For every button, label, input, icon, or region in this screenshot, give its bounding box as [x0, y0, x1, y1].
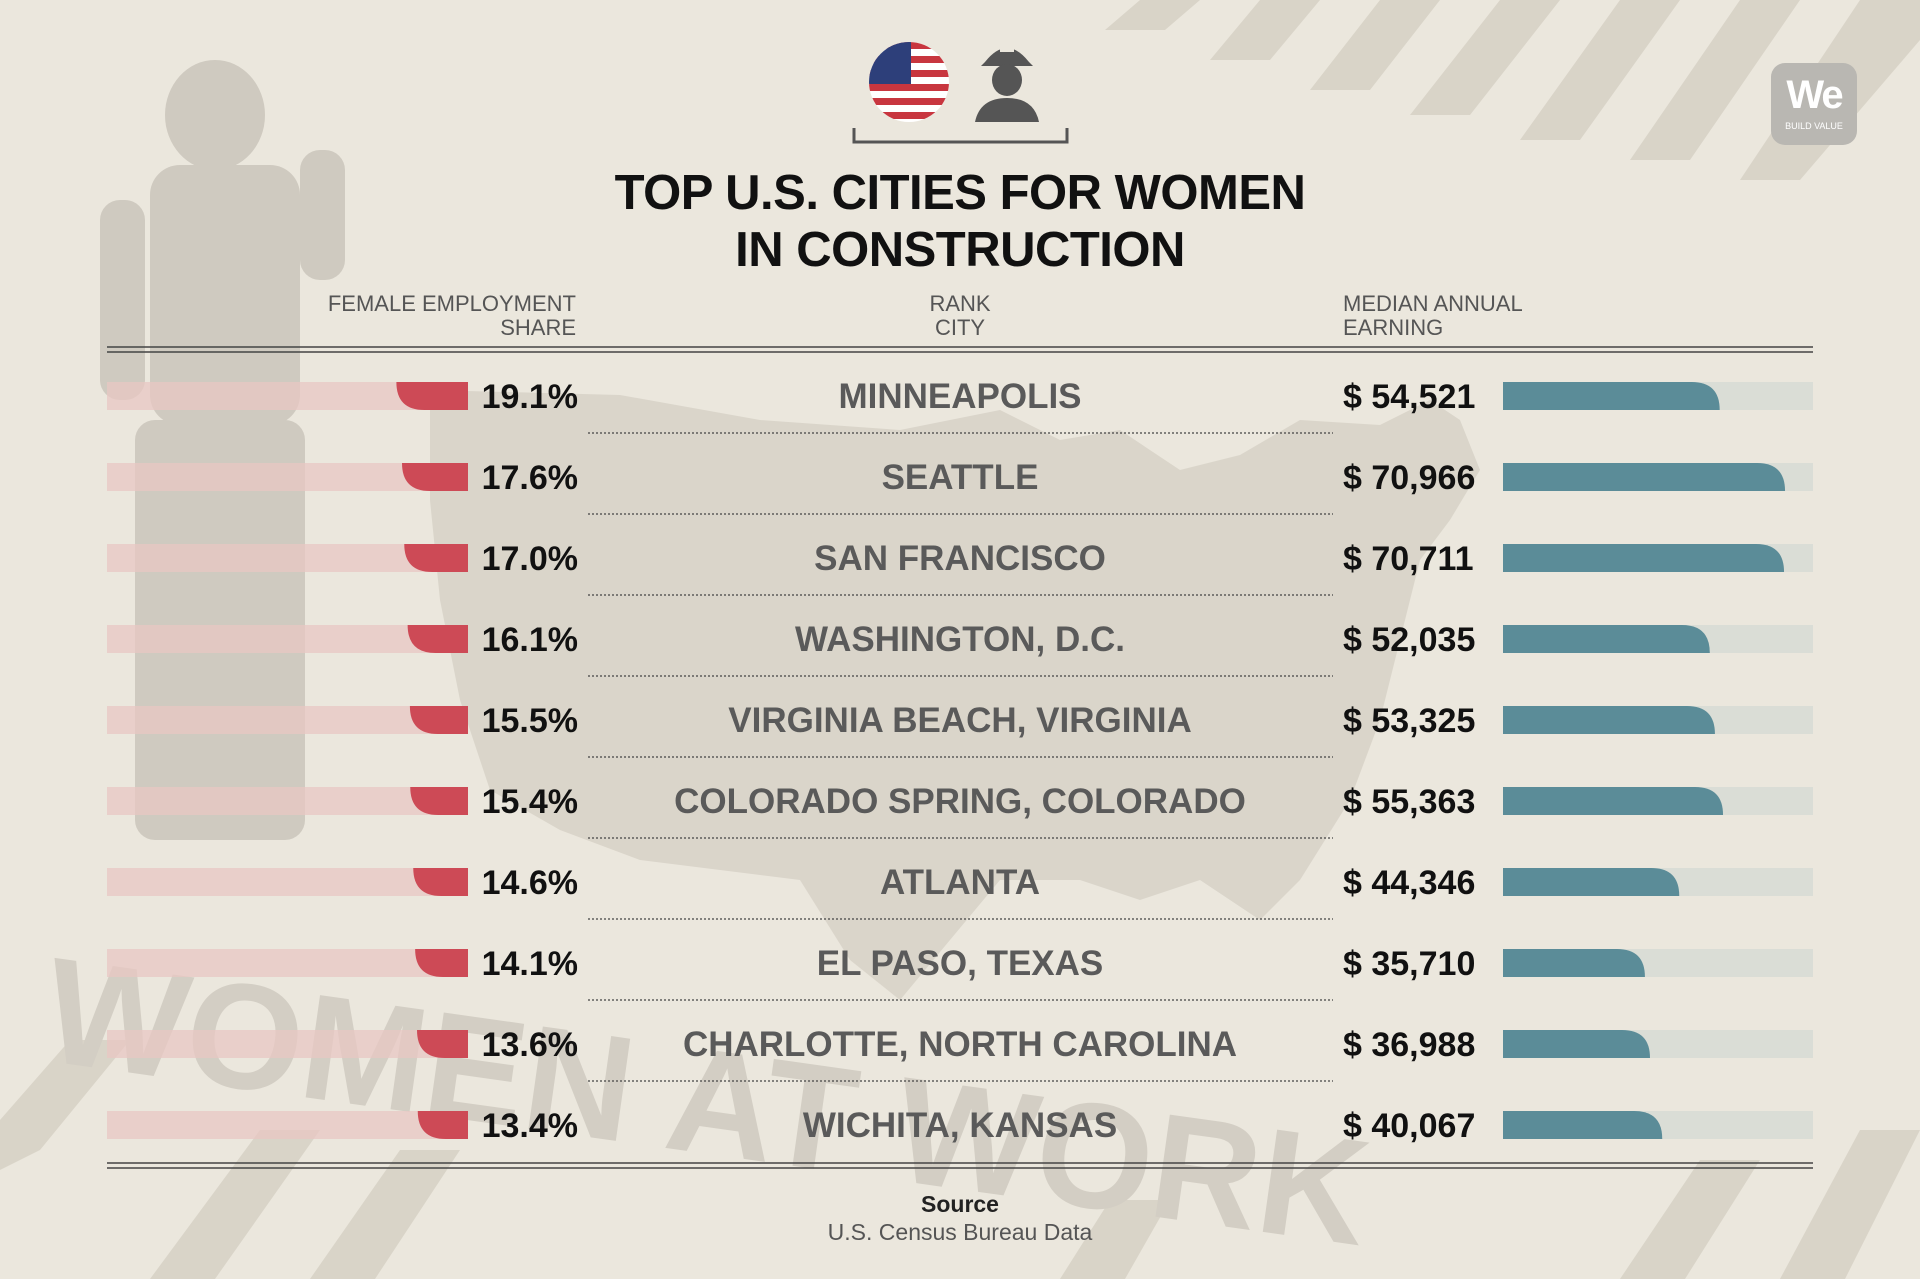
city-label: WASHINGTON, D.C.	[795, 620, 1125, 659]
share-value-label: 17.0%	[482, 540, 578, 578]
earning-value-label: $ 70,966	[1343, 459, 1475, 497]
share-column-header: FEMALE EMPLOYMENT SHARE	[328, 292, 576, 340]
earning-value-label: $ 54,521	[1343, 378, 1475, 416]
city-label: SEATTLE	[882, 458, 1039, 497]
earning-bar	[1503, 787, 1724, 815]
earning-header-line-1: MEDIAN ANNUAL	[1343, 291, 1523, 316]
share-value-label: 17.6%	[482, 459, 578, 497]
earning-value-label: $ 40,067	[1343, 1107, 1475, 1145]
share-bar	[417, 1111, 468, 1139]
source-label: Source	[921, 1191, 999, 1217]
city-label: ATLANTA	[880, 863, 1040, 902]
us-flag-icon	[869, 42, 949, 122]
share-bar	[409, 706, 468, 734]
logo-tagline: BUILD VALUE	[1785, 121, 1843, 131]
share-bar	[407, 625, 468, 653]
logo-mark: We	[1786, 73, 1843, 117]
earning-bar	[1503, 625, 1710, 653]
city-label: WICHITA, KANSAS	[803, 1106, 1117, 1145]
earning-header-line-2: EARNING	[1343, 315, 1444, 340]
city-label: EL PASO, TEXAS	[817, 944, 1104, 983]
earning-value-label: $ 70,711	[1343, 540, 1473, 578]
share-header-line-2: SHARE	[500, 315, 576, 340]
earning-value-label: $ 53,325	[1343, 702, 1475, 740]
share-value-label: 14.6%	[482, 864, 578, 902]
rank-header-line-1: RANK	[929, 291, 991, 316]
city-label: MINNEAPOLIS	[838, 377, 1081, 416]
share-bar-track	[107, 1111, 468, 1139]
page-title: TOP U.S. CITIES FOR WOMEN IN CONSTRUCTIO…	[0, 165, 1920, 279]
city-label: VIRGINIA BEACH, VIRGINIA	[728, 701, 1191, 740]
earning-value-label: $ 55,363	[1343, 783, 1475, 821]
rank-header-line-2: CITY	[934, 315, 986, 340]
title-line-2: IN CONSTRUCTION	[735, 223, 1185, 277]
earning-value-label: $ 36,988	[1343, 1026, 1475, 1064]
share-bar	[404, 544, 468, 572]
earning-bar	[1503, 382, 1720, 410]
share-value-label: 19.1%	[482, 378, 578, 416]
earning-value-label: $ 35,710	[1343, 945, 1475, 983]
header-bracket	[852, 128, 1069, 144]
earning-bar	[1503, 544, 1785, 572]
share-bar	[415, 949, 468, 977]
share-bar-track	[107, 706, 468, 734]
earning-bar	[1503, 868, 1680, 896]
share-header-line-1: FEMALE EMPLOYMENT	[327, 291, 576, 316]
share-bar	[410, 787, 468, 815]
share-bar-track	[107, 625, 468, 653]
share-value-label: 14.1%	[482, 945, 578, 983]
rank-column-header: RANK CITY	[0, 292, 1920, 340]
share-value-label: 15.4%	[482, 783, 578, 821]
share-value-label: 15.5%	[482, 702, 578, 740]
header-icons	[852, 42, 1069, 144]
share-bar	[396, 382, 468, 410]
city-label: CHARLOTTE, NORTH CAROLINA	[683, 1025, 1237, 1064]
city-label: SAN FRANCISCO	[814, 539, 1106, 578]
share-value-label: 13.6%	[482, 1026, 578, 1064]
share-bar	[413, 868, 468, 896]
share-bar-track	[107, 1030, 468, 1058]
share-bar-track	[107, 787, 468, 815]
female-worker-icon	[975, 44, 1039, 122]
earning-column-header: MEDIAN ANNUAL EARNING	[1343, 292, 1523, 340]
share-value-label: 13.4%	[482, 1107, 578, 1145]
share-bar-track	[107, 949, 468, 977]
earning-bar	[1503, 463, 1786, 491]
earning-bar	[1503, 706, 1715, 734]
city-label: COLORADO SPRING, COLORADO	[674, 782, 1246, 821]
earning-bar	[1503, 949, 1645, 977]
share-bar	[417, 1030, 468, 1058]
share-bar	[402, 463, 468, 491]
share-value-label: 16.1%	[482, 621, 578, 659]
earning-bar	[1503, 1030, 1651, 1058]
earning-value-label: $ 52,035	[1343, 621, 1475, 659]
earning-value-label: $ 44,346	[1343, 864, 1475, 902]
us-map-silhouette	[430, 390, 1480, 1000]
share-bar-track	[107, 868, 468, 896]
source-text: U.S. Census Bureau Data	[827, 1219, 1093, 1245]
title-line-1: TOP U.S. CITIES FOR WOMEN	[614, 166, 1306, 220]
earning-bar	[1503, 1111, 1663, 1139]
logo: We BUILD VALUE	[1771, 63, 1857, 145]
